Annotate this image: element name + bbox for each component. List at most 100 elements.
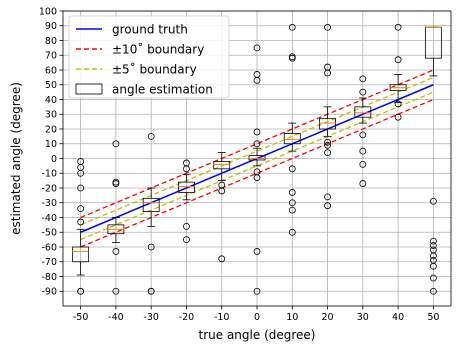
outlier-point [77, 205, 85, 213]
legend-entry: ±5˚ boundary [76, 62, 197, 77]
y-tick-label: 0 [51, 154, 57, 165]
outlier-point [394, 56, 402, 64]
outlier-point [429, 262, 437, 270]
x-tick-label: 0 [254, 312, 260, 323]
outlier-point [147, 132, 155, 140]
outlier-point [147, 287, 155, 295]
outlier-point [77, 218, 85, 226]
y-tick-label: -40 [41, 213, 57, 224]
legend: ground truth ±10˚ boundary ±5˚ boundary ang… [68, 15, 230, 99]
legend-label: ±10˚ boundary [112, 42, 204, 57]
y-tick-label: -10 [41, 169, 57, 180]
outlier-point [77, 169, 85, 177]
y-tick-label: -50 [41, 228, 57, 239]
outlier-point [359, 160, 367, 168]
x-tick-label: 50 [427, 312, 439, 323]
outlier-point [253, 140, 261, 148]
outlier-point [324, 69, 331, 77]
x-tick-label: -10 [214, 312, 230, 323]
y-tick-label: -20 [41, 183, 57, 194]
legend-swatch [75, 83, 103, 95]
y-tick-label: -60 [41, 242, 57, 253]
x-tick-label: -50 [73, 312, 89, 323]
box-20 [319, 23, 336, 210]
outlier-point [112, 248, 120, 255]
outlier-point [112, 140, 120, 148]
outlier-point [359, 75, 367, 83]
outlier-point [253, 128, 261, 136]
axis-ticks: -50 -40 -30 -20 -10 0 10 20 30 40 50 -90 -80 -70 -60 -5… [39, 6, 440, 323]
y-tick-label: 70 [45, 51, 57, 62]
outlier-point [359, 147, 367, 155]
outlier-point [324, 149, 331, 157]
y-tick-label: -80 [41, 272, 57, 283]
y-tick-label: -70 [41, 257, 57, 268]
outlier-point [218, 187, 226, 195]
legend-box [68, 15, 230, 99]
y-tick-label: 80 [45, 36, 57, 47]
y-tick-label: -90 [41, 287, 57, 298]
box-iqr [319, 118, 336, 130]
outlier-point [253, 248, 261, 255]
outlier-point [288, 228, 296, 236]
outlier-point [324, 193, 331, 201]
outlier-point [253, 44, 261, 52]
y-axis-label: estimated angle (degree) [9, 82, 23, 235]
y-tick-label: 60 [45, 65, 57, 76]
x-tick-label: 10 [286, 312, 298, 323]
y-tick-label: 30 [45, 110, 57, 121]
y-tick-label: -30 [41, 198, 57, 209]
outlier-point [359, 88, 367, 96]
outlier-point [288, 206, 296, 214]
outlier-point [288, 23, 296, 31]
x-tick-label: -40 [108, 312, 124, 323]
outlier-point [429, 197, 437, 205]
outlier-point [112, 180, 120, 187]
outlier-point [77, 184, 85, 192]
outlier-point [183, 165, 190, 173]
x-tick-label: 20 [321, 312, 333, 323]
legend-label: ground truth [112, 23, 188, 37]
outlier-point [288, 54, 296, 62]
outlier-point [394, 100, 402, 108]
legend-entry: ±10˚ boundary [76, 42, 204, 57]
box--30 [142, 132, 160, 295]
legend-entry: ground truth [76, 23, 188, 37]
box-iqr [283, 133, 301, 145]
outlier-point [324, 202, 331, 210]
legend-label: angle estimation [112, 83, 213, 97]
outlier-point [253, 76, 261, 84]
outlier-point [359, 131, 367, 139]
outlier-point [288, 165, 296, 173]
x-tick-label: 40 [392, 312, 404, 323]
box-iqr [72, 246, 90, 263]
outlier-point [183, 222, 190, 230]
outlier-point [218, 255, 226, 263]
box-10 [283, 23, 301, 236]
box-iqr [213, 161, 231, 170]
box--40 [107, 140, 125, 295]
outlier-point [147, 243, 155, 251]
outlier-point [324, 23, 331, 31]
outlier-point [253, 174, 261, 182]
box-iqr [178, 181, 195, 193]
box-iqr [354, 106, 372, 118]
x-tick-label: -20 [179, 312, 195, 323]
outlier-point [429, 287, 437, 295]
box-50 [424, 26, 442, 295]
box--10 [213, 152, 231, 263]
legend-entry: angle estimation [75, 83, 213, 97]
legend-label: ±5˚ boundary [112, 62, 197, 77]
outlier-point [429, 252, 437, 260]
y-tick-label: 90 [45, 21, 57, 32]
outlier-point [112, 287, 120, 295]
box-0 [248, 44, 266, 295]
x-tick-label: 30 [357, 312, 369, 323]
outlier-point [288, 189, 296, 196]
y-tick-label: 10 [45, 139, 57, 150]
box--50 [72, 158, 90, 295]
box--20 [178, 159, 195, 244]
outlier-point [77, 287, 85, 295]
outlier-point [429, 242, 437, 249]
